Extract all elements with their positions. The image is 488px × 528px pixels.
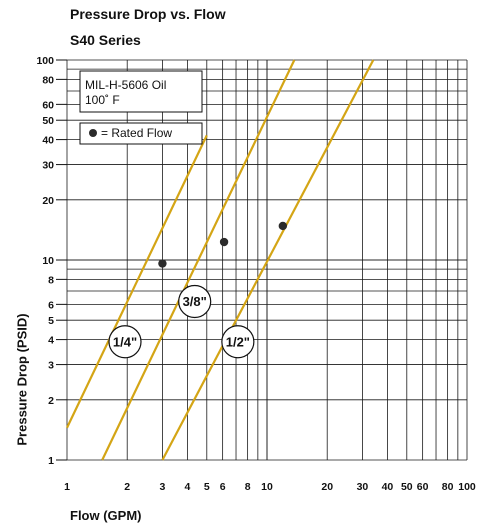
y-tick-label: 80 [42, 74, 54, 86]
x-tick-label: 3 [160, 481, 166, 493]
x-tick-label: 5 [204, 481, 210, 493]
series-label-circle [221, 325, 255, 359]
x-tick-label: 1 [64, 481, 70, 493]
legend: MIL-H-5606 Oil 100˚ F = Rated Flow [79, 70, 203, 145]
series-label: 1/2" [226, 334, 250, 349]
rated-flow-marker [278, 221, 288, 231]
y-tick-label: 10 [42, 255, 54, 267]
x-tick-label: 30 [357, 481, 369, 493]
x-tick-label: 60 [417, 481, 429, 493]
y-tick-label: 1 [48, 455, 54, 467]
y-tick-label: 50 [42, 115, 54, 127]
x-tick-label: 20 [321, 481, 333, 493]
rated-flow-marker [219, 237, 229, 247]
y-tick-label: 20 [42, 195, 54, 207]
series-label-circle [178, 284, 212, 319]
x-axis-ticks: 1 2 3 4 5 6 8 10 20 30 40 50 60 80 100 [64, 481, 476, 493]
y-tick-label: 5 [48, 315, 54, 327]
series-line [161, 59, 375, 461]
series-lines [66, 59, 375, 461]
legend-marker-box [79, 122, 203, 145]
x-tick-label: 8 [245, 481, 251, 493]
x-tick-label: 40 [382, 481, 394, 493]
y-tick-label: 4 [48, 335, 54, 347]
legend-rated-flow-marker [89, 129, 97, 137]
chart-subtitle: S40 Series [70, 32, 141, 48]
y-tick-label: 40 [42, 135, 54, 147]
x-axis-label: Flow (GPM) [70, 508, 142, 523]
series-line [101, 59, 296, 461]
y-tick-label: 3 [48, 360, 54, 372]
chart-title: Pressure Drop vs. Flow [70, 6, 226, 22]
x-tick-label: 10 [261, 481, 273, 493]
legend-fluid-line2: 100˚ F [85, 93, 120, 107]
y-tick-label: 30 [42, 160, 54, 172]
legend-marker-label: = Rated Flow [101, 126, 172, 140]
y-tick-label: 2 [48, 395, 54, 407]
legend-fluid-line1: MIL-H-5606 Oil [85, 78, 166, 92]
grid-lines [66, 59, 468, 461]
x-tick-label: 4 [184, 481, 190, 493]
series-label: 1/4" [113, 334, 137, 349]
x-tick-label: 50 [401, 481, 413, 493]
y-axis-ticks: 1 2 3 4 5 6 8 10 20 30 40 50 60 80 100 [36, 55, 67, 467]
x-tick-label: 80 [442, 481, 454, 493]
y-tick-label: 60 [42, 99, 54, 111]
y-tick-label: 8 [48, 274, 54, 286]
legend-fluid-box [79, 70, 203, 113]
series-line [66, 134, 208, 429]
series-labels: 1/4" 3/8" 1/2" [108, 284, 255, 359]
series-label-circle [108, 325, 142, 359]
series-markers [158, 221, 288, 268]
x-tick-label: 2 [124, 481, 130, 493]
y-tick-label: 100 [36, 55, 54, 67]
x-tick-label: 100 [458, 481, 476, 493]
series-label: 3/8" [183, 294, 207, 309]
rated-flow-marker [158, 259, 167, 268]
x-tick-label: 6 [220, 481, 226, 493]
y-tick-label: 6 [48, 299, 54, 311]
